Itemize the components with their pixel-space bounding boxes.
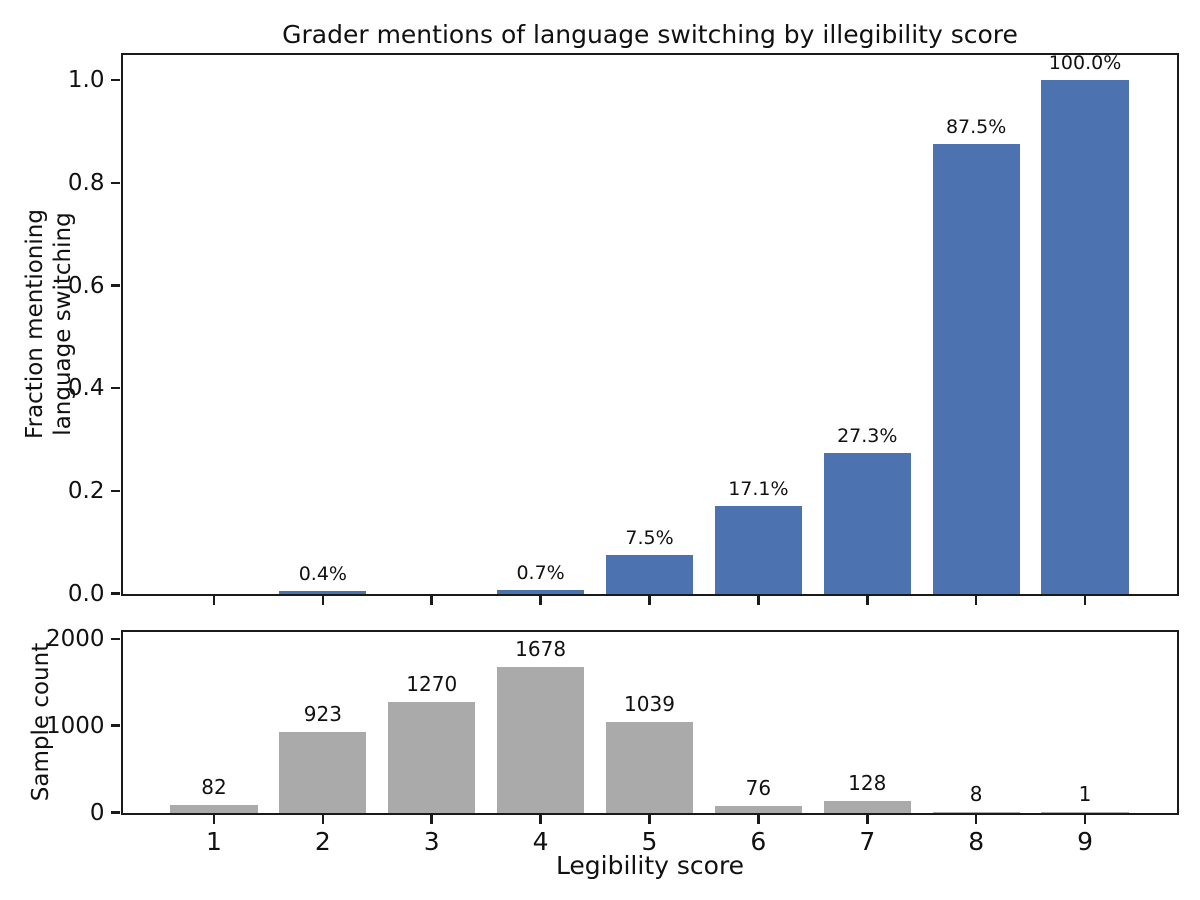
x-tick-label: 3 (423, 826, 440, 856)
bar-value-label: 1 (1078, 782, 1092, 807)
bar (497, 666, 585, 813)
bar-value-label: 1039 (624, 692, 675, 717)
x-tick (648, 815, 651, 824)
bar (714, 505, 802, 594)
bar-value-label: 17.1% (728, 477, 789, 500)
y-tick-label: 0.6 (67, 272, 105, 299)
bar-value-label: 0.7% (516, 561, 565, 584)
fraction-y-axis-label: Fraction mentioning language switching (21, 209, 76, 439)
y-tick (111, 78, 120, 82)
bar-value-label: 1678 (515, 636, 567, 661)
x-tick (430, 596, 433, 605)
x-tick (757, 815, 760, 824)
bar (714, 805, 802, 813)
bar-value-label: 0.4% (298, 563, 347, 586)
y-tick-label: 0.4 (67, 375, 105, 402)
x-tick (539, 596, 542, 605)
x-tick-label: 9 (1077, 826, 1093, 856)
x-tick-label: 7 (859, 826, 876, 856)
bar (932, 811, 1020, 813)
x-tick-label: 5 (641, 826, 658, 856)
y-tick (111, 489, 120, 493)
bar-value-label: 76 (745, 775, 772, 800)
x-tick (1083, 596, 1087, 605)
x-tick (974, 596, 978, 605)
bar (279, 732, 367, 813)
x-tick (866, 596, 869, 605)
bar (823, 801, 911, 813)
bar-value-label: 82 (201, 775, 227, 800)
bar (605, 555, 694, 594)
y-tick-label: 0.2 (67, 477, 105, 504)
bar-value-label: 128 (848, 771, 887, 796)
bar-value-label: 8 (969, 781, 983, 806)
y-tick (111, 811, 120, 814)
chart-title: Grader mentions of language switching by… (282, 20, 1018, 49)
fraction-axes: Fraction mentioning language switching 0… (22, 52, 1179, 607)
x-tick-label: 4 (532, 826, 549, 856)
x-tick (430, 815, 433, 824)
bar (497, 589, 585, 594)
x-tick (757, 596, 760, 605)
x-tick (866, 815, 869, 824)
bar-value-label: 87.5% (945, 116, 1007, 139)
bar (605, 722, 694, 813)
bar (279, 591, 367, 594)
y-tick (111, 724, 120, 727)
y-tick-label: 0.8 (67, 169, 105, 196)
x-tick (321, 596, 325, 605)
y-tick-label: 0 (89, 799, 105, 826)
bar (170, 805, 258, 813)
y-tick-label: 2000 (45, 625, 105, 652)
x-tick-label: 1 (206, 826, 222, 856)
x-tick-label: 2 (314, 826, 331, 856)
count-axes: Sample count 0 1000 2000 1 82 2 923 3 1270 4 1678 5… (28, 626, 1179, 856)
bar (823, 453, 911, 594)
y-tick (111, 592, 120, 595)
bar-value-label: 27.3% (837, 425, 898, 448)
y-tick (111, 284, 120, 287)
y-tick (111, 637, 120, 641)
bar (388, 702, 476, 813)
y-tick-label: 0.0 (67, 580, 105, 607)
x-tick (1083, 815, 1087, 824)
x-tick-label: 8 (968, 826, 985, 856)
bar (932, 144, 1020, 594)
x-tick-label: 6 (750, 826, 767, 856)
y-tick-label: 1000 (45, 712, 105, 739)
x-tick (212, 815, 216, 824)
bar-value-label: 7.5% (625, 527, 674, 549)
bar-value-label: 1270 (406, 672, 458, 697)
x-tick (321, 815, 325, 824)
y-tick (111, 386, 120, 390)
y-tick-label: 1.0 (67, 67, 105, 94)
x-tick (212, 596, 216, 605)
x-tick (648, 596, 651, 605)
bar (1041, 80, 1129, 594)
bar-value-label: 100.0% (1048, 52, 1122, 75)
y-tick (111, 181, 120, 185)
x-tick (539, 815, 542, 824)
x-axis-label: Legibility score (555, 851, 745, 880)
bar-value-label: 923 (303, 702, 342, 727)
x-tick (974, 815, 978, 824)
